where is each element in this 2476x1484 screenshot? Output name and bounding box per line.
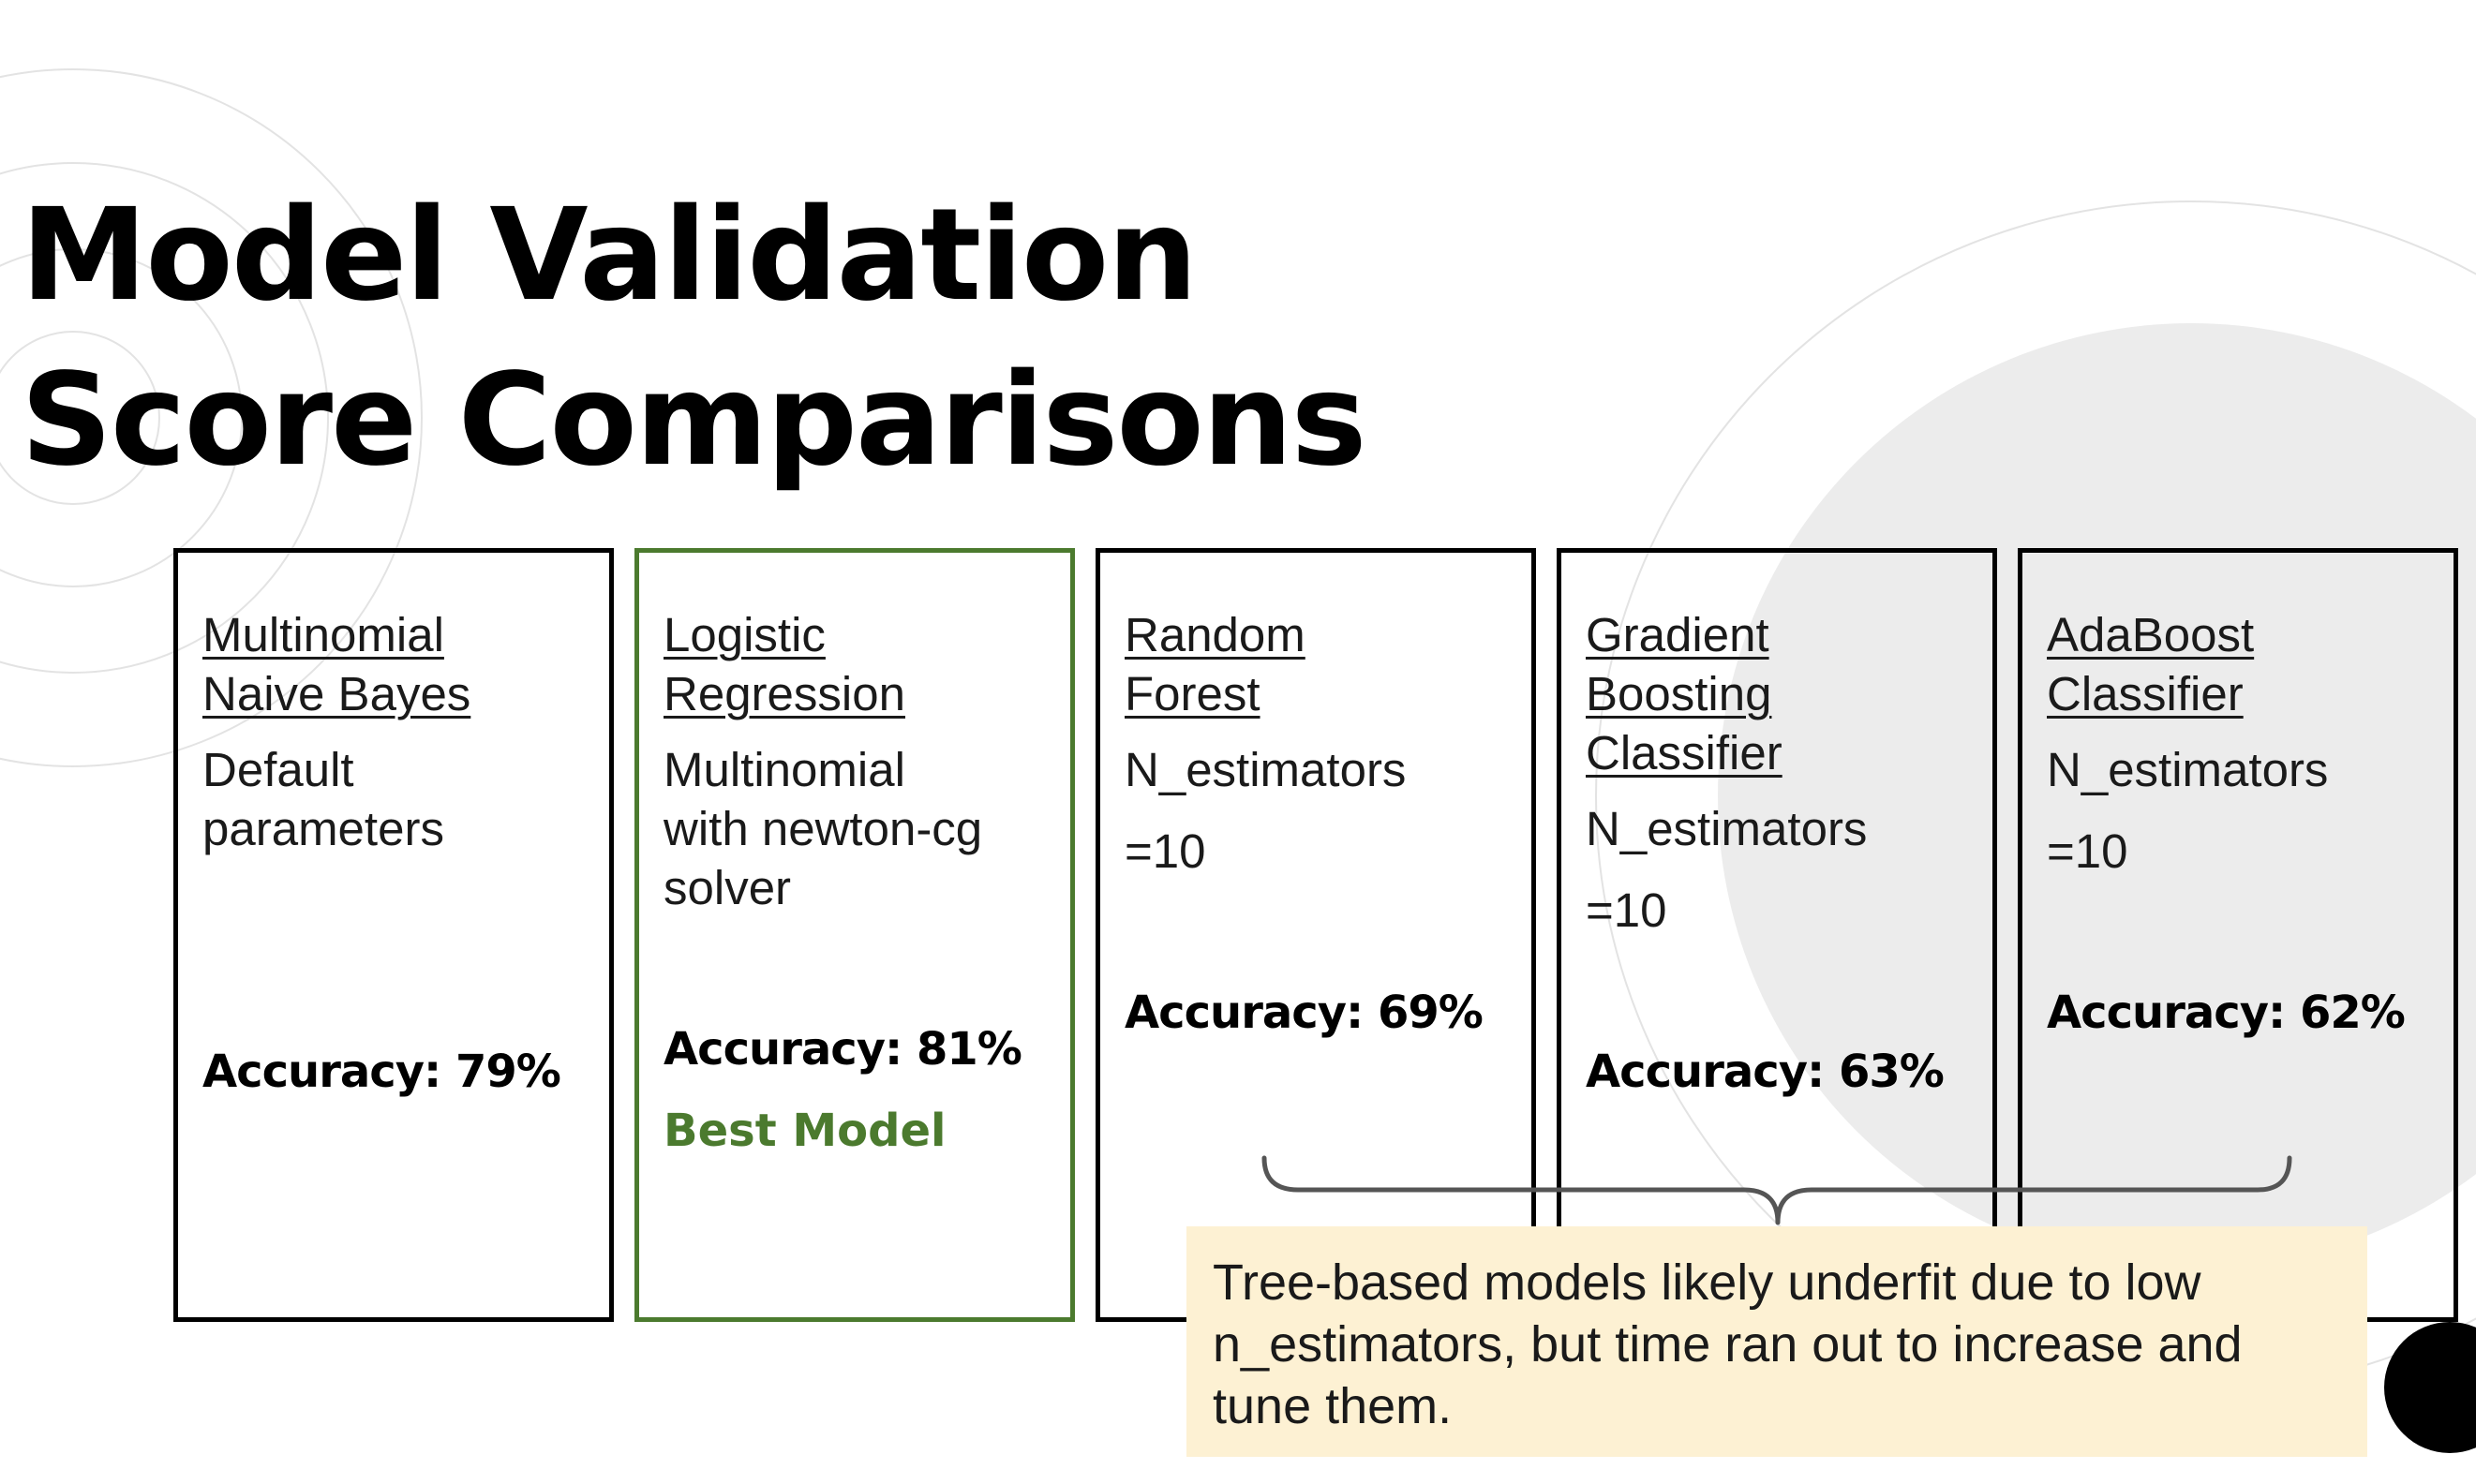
model-params: N_estimators =10 — [1586, 802, 1868, 937]
model-card-gradient-boosting: Gradient Boosting Classifier N_estimator… — [1557, 548, 1997, 1322]
model-params: N_estimators =10 — [1125, 743, 1407, 878]
model-card-random-forest: Random Forest N_estimators =10 Accuracy:… — [1096, 548, 1536, 1322]
title-line-2: Score Comparisons — [21, 347, 1367, 495]
model-card-naive-bayes: Multinomial Naive Bayes Default paramete… — [173, 548, 614, 1322]
left-ring-3 — [0, 162, 329, 674]
model-accuracy: Accuracy: 79% — [202, 1046, 561, 1098]
left-ring-2 — [0, 248, 243, 587]
left-ring-1 — [0, 331, 160, 505]
model-accuracy: Accuracy: 63% — [1586, 1046, 1945, 1098]
model-accuracy: Accuracy: 69% — [1125, 987, 1484, 1039]
model-params: Multinomial with newton-cg solver — [664, 743, 983, 914]
model-accuracy: Accuracy: 81% — [664, 1023, 1022, 1076]
model-name: Gradient Boosting Classifier — [1586, 608, 1782, 779]
model-params: Default parameters — [202, 743, 444, 855]
page-title: Model Validation Score Comparisons — [21, 173, 1367, 503]
left-ring-4 — [0, 68, 423, 767]
best-model-badge: Best Model — [664, 1105, 947, 1157]
model-accuracy: Accuracy: 62% — [2047, 987, 2406, 1039]
note-text: Tree-based models likely underfit due to… — [1213, 1254, 2243, 1434]
model-card-adaboost: AdaBoost Classifier N_estimators =10 Acc… — [2018, 548, 2458, 1322]
model-card-logistic-regression: Logistic Regression Multinomial with new… — [634, 548, 1075, 1322]
model-name: AdaBoost Classifier — [2047, 608, 2255, 720]
model-name: Logistic Regression — [664, 608, 905, 720]
model-name: Multinomial Naive Bayes — [202, 608, 471, 720]
model-name: Random Forest — [1125, 608, 1305, 720]
model-params: N_estimators =10 — [2047, 743, 2329, 878]
underfit-note: Tree-based models likely underfit due to… — [1186, 1226, 2367, 1457]
right-filled-circle — [1718, 323, 2476, 1269]
title-line-1: Model Validation — [21, 182, 1198, 330]
